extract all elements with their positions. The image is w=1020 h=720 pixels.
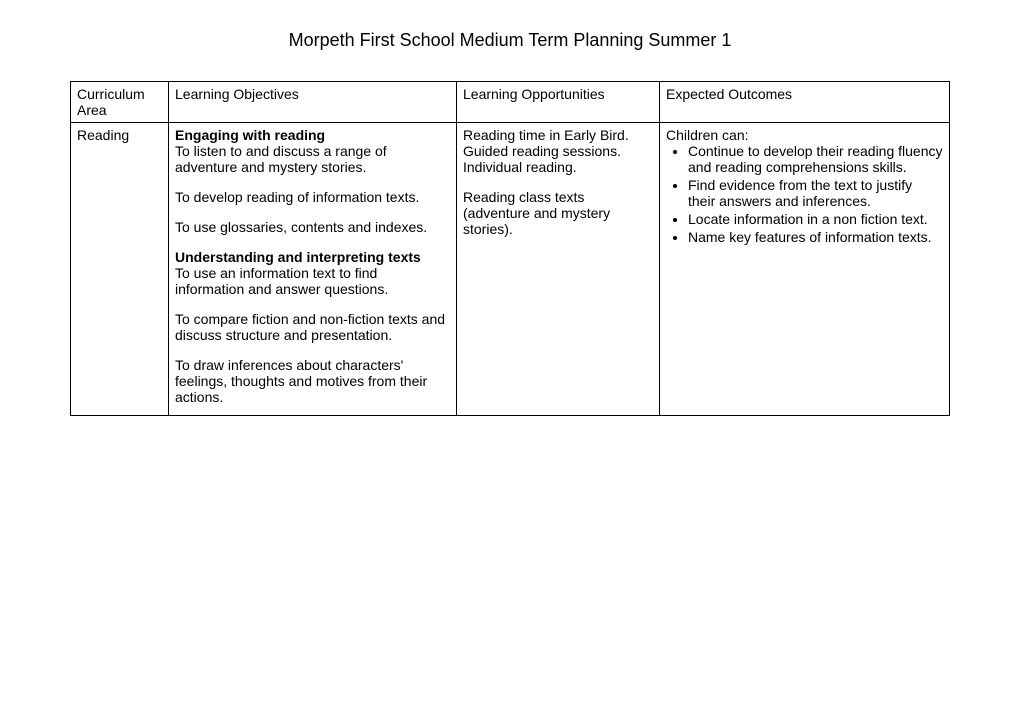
objectives-block-2: Understanding and interpreting texts To …: [175, 249, 450, 297]
cell-outcomes: Children can: Continue to develop their …: [660, 123, 950, 416]
cell-opportunities: Reading time in Early Bird. Guided readi…: [457, 123, 660, 416]
objectives-text: To draw inferences about characters' fee…: [175, 357, 450, 405]
objectives-heading-2: Understanding and interpreting texts: [175, 249, 421, 265]
objectives-text: To compare fiction and non-fiction texts…: [175, 311, 450, 343]
header-curriculum-area: Curriculum Area: [71, 82, 169, 123]
cell-objectives: Engaging with reading To listen to and d…: [169, 123, 457, 416]
objectives-text: To use glossaries, contents and indexes.: [175, 219, 450, 235]
table-header-row: Curriculum Area Learning Objectives Lear…: [71, 82, 950, 123]
table-row: Reading Engaging with reading To listen …: [71, 123, 950, 416]
objectives-text: To develop reading of information texts.: [175, 189, 450, 205]
objectives-heading-1: Engaging with reading: [175, 127, 325, 143]
planning-table: Curriculum Area Learning Objectives Lear…: [70, 81, 950, 416]
objectives-block-1: Engaging with reading To listen to and d…: [175, 127, 450, 175]
opportunities-text: Reading time in Early Bird. Guided readi…: [463, 127, 653, 175]
outcomes-item: Name key features of information texts.: [688, 229, 943, 245]
objectives-text: To use an information text to find infor…: [175, 265, 388, 297]
header-learning-opportunities: Learning Opportunities: [457, 82, 660, 123]
header-learning-objectives: Learning Objectives: [169, 82, 457, 123]
outcomes-lead: Children can:: [666, 127, 943, 143]
opportunities-text: Reading class texts (adventure and myste…: [463, 189, 653, 237]
outcomes-item: Find evidence from the text to justify t…: [688, 177, 943, 209]
outcomes-item: Locate information in a non fiction text…: [688, 211, 943, 227]
page-container: Morpeth First School Medium Term Plannin…: [0, 0, 1020, 416]
header-expected-outcomes: Expected Outcomes: [660, 82, 950, 123]
objectives-text: To listen to and discuss a range of adve…: [175, 143, 387, 175]
page-title: Morpeth First School Medium Term Plannin…: [70, 30, 950, 51]
cell-area: Reading: [71, 123, 169, 416]
outcomes-list: Continue to develop their reading fluenc…: [666, 143, 943, 245]
outcomes-item: Continue to develop their reading fluenc…: [688, 143, 943, 175]
